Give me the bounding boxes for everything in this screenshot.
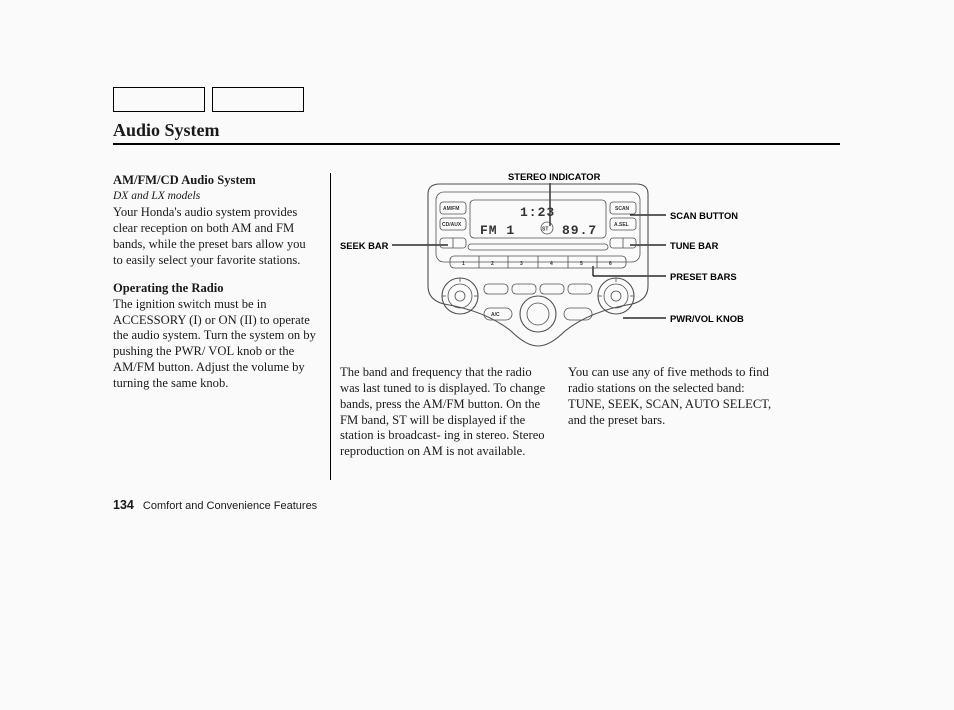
svg-text:3: 3 — [520, 261, 523, 267]
radio-diagram: STEREO INDICATOR SEEK BAR SCAN BUTTON TU… — [340, 168, 835, 356]
btn-asel: A.SEL — [614, 222, 629, 228]
column-2: The band and frequency that the radio wa… — [340, 365, 552, 460]
page-number: 134 — [113, 498, 134, 512]
page-footer: 134 Comfort and Convenience Features — [113, 498, 317, 512]
svg-text:5: 5 — [580, 261, 583, 267]
heading-operating-radio: Operating the Radio — [113, 281, 318, 297]
empty-box-2 — [212, 87, 304, 112]
find-stations-paragraph: You can use any of five methods to find … — [568, 365, 783, 428]
svg-text:6: 6 — [609, 261, 612, 267]
operating-radio-paragraph: The ignition switch must be in ACCESSORY… — [113, 297, 318, 392]
btn-scan: SCAN — [615, 206, 630, 212]
lcd-band: FM 1 — [480, 223, 515, 238]
heading-audio-system: AM/FM/CD Audio System — [113, 173, 318, 189]
radio-faceplate: 1:23 FM 1 ST 89.7 AM/FM CD/AUX SCAN A.SE… — [420, 176, 656, 354]
svg-text:1: 1 — [462, 261, 465, 267]
section-rule — [113, 143, 840, 145]
subheading-models: DX and LX models — [113, 189, 318, 203]
btn-cdaux: CD/AUX — [442, 222, 462, 228]
lcd-freq: 89.7 — [562, 223, 597, 238]
lcd-clock: 1:23 — [520, 205, 555, 220]
manual-page: Audio System AM/FM/CD Audio System DX an… — [0, 0, 954, 710]
intro-paragraph: Your Honda's audio system provides clear… — [113, 205, 318, 268]
section-title: Audio System — [113, 120, 220, 141]
svg-text:A/C: A/C — [491, 312, 500, 318]
column-3: You can use any of five methods to find … — [568, 365, 783, 428]
column-divider — [330, 173, 331, 480]
svg-text:4: 4 — [550, 261, 553, 267]
lcd-st: ST — [542, 227, 548, 233]
svg-text:2: 2 — [491, 261, 494, 267]
top-boxes-row — [113, 87, 307, 112]
btn-amfm: AM/FM — [443, 206, 459, 212]
empty-box-1 — [113, 87, 205, 112]
band-frequency-paragraph: The band and frequency that the radio wa… — [340, 365, 552, 460]
column-1: AM/FM/CD Audio System DX and LX models Y… — [113, 173, 318, 404]
chapter-name: Comfort and Convenience Features — [143, 500, 317, 512]
